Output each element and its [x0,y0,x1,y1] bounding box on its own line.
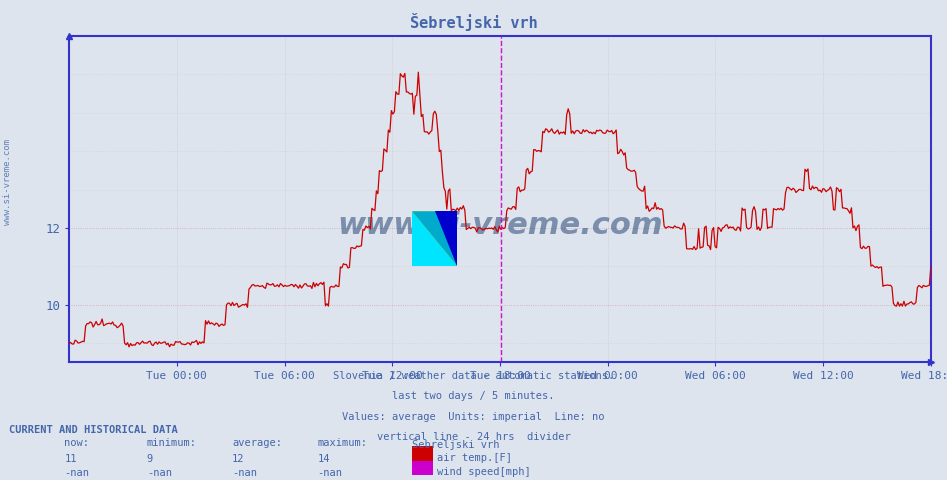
Text: vertical line - 24 hrs  divider: vertical line - 24 hrs divider [377,432,570,443]
Text: www.si-vreme.com: www.si-vreme.com [337,211,663,240]
Text: Slovenia / weather data - automatic stations.: Slovenia / weather data - automatic stat… [333,371,614,381]
Text: average:: average: [232,438,282,448]
Polygon shape [435,211,457,266]
Text: now:: now: [64,438,89,448]
Text: www.si-vreme.com: www.si-vreme.com [3,139,12,226]
Text: CURRENT AND HISTORICAL DATA: CURRENT AND HISTORICAL DATA [9,425,178,435]
Text: Values: average  Units: imperial  Line: no: Values: average Units: imperial Line: no [342,412,605,422]
Text: air temp.[F]: air temp.[F] [437,453,511,463]
Text: 14: 14 [317,454,330,464]
Text: maximum:: maximum: [317,438,367,448]
Text: -nan: -nan [317,468,342,478]
Text: 11: 11 [64,454,77,464]
Polygon shape [412,211,457,266]
Text: last two days / 5 minutes.: last two days / 5 minutes. [392,391,555,401]
Text: Šebreljski vrh: Šebreljski vrh [412,438,499,450]
Text: -nan: -nan [232,468,257,478]
Text: 9: 9 [147,454,153,464]
Text: wind speed[mph]: wind speed[mph] [437,467,530,477]
Text: -nan: -nan [64,468,89,478]
Polygon shape [412,211,457,266]
Text: minimum:: minimum: [147,438,197,448]
Text: Šebreljski vrh: Šebreljski vrh [410,13,537,32]
Text: 12: 12 [232,454,244,464]
Text: -nan: -nan [147,468,171,478]
